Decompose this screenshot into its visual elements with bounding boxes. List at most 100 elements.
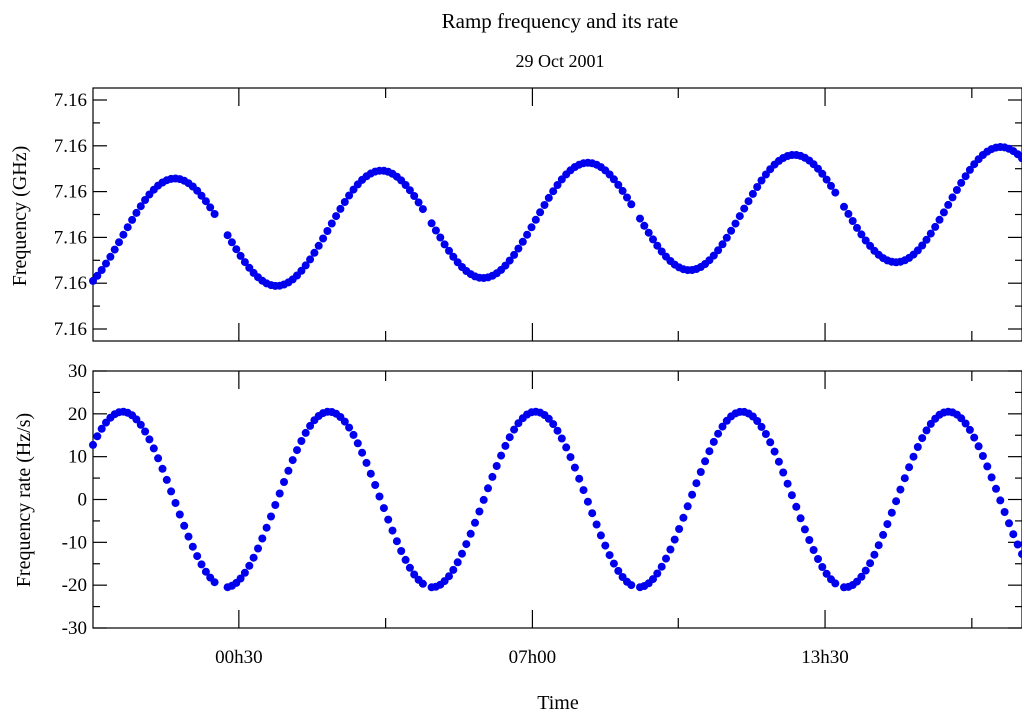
rate-point — [145, 435, 154, 444]
rate-point — [965, 425, 974, 434]
frequency-point — [939, 208, 948, 217]
frequency-point — [961, 172, 970, 181]
rate-point — [410, 570, 419, 579]
rate-point — [887, 508, 896, 517]
frequency-point — [636, 214, 644, 223]
rate-point — [614, 566, 623, 575]
rate-point — [857, 572, 866, 581]
rate-point — [1013, 540, 1022, 549]
rate-point — [662, 554, 670, 563]
frequency-point — [518, 237, 527, 246]
frequency-point — [345, 191, 354, 200]
frequency-point — [757, 176, 766, 185]
rate-point — [397, 547, 406, 555]
rate-point — [657, 562, 666, 571]
rate-point — [679, 513, 688, 522]
frequency-point — [540, 201, 549, 209]
rate-point — [800, 525, 809, 534]
frequency-point — [418, 205, 427, 214]
rate-point — [1018, 550, 1022, 559]
frequency-point — [935, 215, 944, 224]
rate-point — [549, 420, 558, 429]
frequency-point — [119, 230, 128, 239]
rate-point — [141, 427, 150, 436]
rate-point — [692, 479, 701, 488]
rate-point — [588, 509, 597, 518]
rate-point — [258, 534, 267, 543]
frequency-point — [531, 215, 540, 224]
frequency-point — [748, 189, 757, 198]
y-tick-label: 7.16 — [54, 319, 87, 340]
frequency-point — [649, 235, 657, 244]
frequency-point — [319, 234, 328, 243]
y-tick-label: 7.16 — [54, 273, 87, 294]
rate-point — [458, 549, 466, 558]
frequency-point — [653, 241, 662, 250]
frequency-point — [727, 226, 736, 235]
frequency-point — [102, 259, 110, 268]
rate-point — [983, 462, 992, 471]
rate-point — [505, 433, 514, 442]
frequency-point — [536, 208, 545, 217]
frequency-point — [210, 210, 219, 218]
rate-point — [566, 453, 575, 462]
frequency-point — [414, 198, 423, 207]
frequency-point — [640, 221, 649, 230]
frequency-point — [97, 266, 106, 274]
rate-point — [666, 545, 675, 554]
frequency-point — [614, 180, 623, 189]
rate-point — [779, 468, 788, 477]
rate-point — [792, 502, 801, 511]
rate-point — [579, 486, 588, 495]
frequency-point — [952, 186, 961, 194]
y-tick-label: 20 — [68, 404, 87, 425]
frequency-point — [861, 236, 870, 245]
rate-point — [1009, 530, 1018, 539]
rate-point — [275, 489, 284, 498]
frequency-point — [944, 200, 953, 209]
frequency-point — [232, 245, 241, 254]
bottom-series — [89, 407, 1022, 592]
frequency-point — [926, 229, 935, 238]
rate-point — [905, 463, 914, 472]
y-tick-label: 7.16 — [54, 182, 87, 203]
x-tick-label: 13h30 — [801, 647, 849, 668]
rate-point — [909, 452, 918, 461]
rate-point — [978, 452, 987, 460]
rate-point — [488, 472, 497, 481]
frequency-point — [948, 193, 957, 202]
rate-point — [288, 456, 297, 465]
rate-point — [822, 569, 831, 578]
rate-point — [627, 581, 636, 590]
rate-point — [718, 422, 727, 431]
rate-point — [675, 525, 684, 533]
rate-point — [761, 430, 770, 438]
frequency-point — [132, 208, 141, 217]
rate-point — [193, 552, 202, 561]
frequency-point — [549, 187, 558, 196]
rate-point — [306, 421, 315, 430]
rate-point — [996, 496, 1005, 505]
frequency-point — [623, 193, 631, 202]
y-tick-label: 7.16 — [54, 90, 87, 111]
frequency-point — [223, 231, 232, 240]
rate-point — [280, 478, 288, 486]
rate-point — [970, 433, 979, 442]
frequency-point — [123, 223, 132, 232]
frequency-point — [197, 191, 206, 200]
rate-point — [353, 439, 362, 448]
rate-point — [583, 497, 592, 506]
y-tick-label: 7.16 — [54, 136, 87, 157]
frequency-point — [848, 217, 857, 225]
rate-point — [1005, 519, 1013, 528]
rate-point — [284, 466, 293, 475]
frequency-point — [853, 223, 861, 232]
rate-point — [254, 544, 262, 553]
frequency-point — [1018, 154, 1022, 163]
rate-point — [492, 462, 501, 470]
rate-point — [201, 567, 210, 576]
frequency-point — [818, 169, 827, 178]
rate-point — [575, 474, 584, 483]
rate-point — [831, 579, 840, 588]
